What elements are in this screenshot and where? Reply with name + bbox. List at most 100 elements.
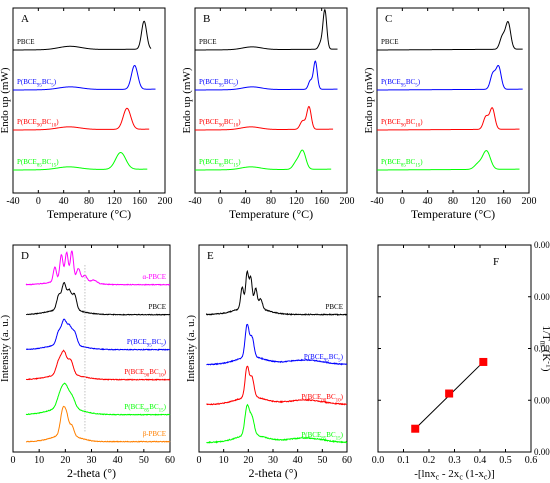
y-tick-label: 0.0024 [534, 395, 550, 405]
series-label: PBCE [17, 38, 35, 46]
panel-label: F [493, 256, 499, 268]
x-tick-label: 0 [36, 196, 41, 207]
series-line [13, 152, 148, 171]
x-tick-label: -40 [370, 196, 383, 207]
x-tick-label: 160 [314, 196, 329, 207]
panel-E: 0 10 20 30 40 50 60 PBCE P(BCE95BC5) P(BCE90BC10)… [185, 244, 352, 480]
series-line [206, 365, 348, 406]
x-tick-label: 0 [11, 455, 16, 466]
series-label: P(BCE85BC15) [381, 158, 423, 169]
x-tick-label: 10 [34, 455, 44, 466]
panel-D: 0 10 20 30 40 50 60 α-PBCE PBCE P(BCE95BC5) P(BCE9… [0, 244, 175, 480]
x-tick-label: 20 [243, 455, 253, 466]
series-line [377, 21, 523, 51]
series-line [205, 269, 347, 316]
series-label: PBCE [148, 303, 166, 311]
panel-label: B [203, 13, 210, 25]
x-tick-label: 50 [317, 455, 327, 466]
series-line [25, 349, 171, 381]
series-label: PBCE [199, 38, 217, 46]
series-label: P(BCE95BC5) [304, 353, 344, 364]
x-tick-label: 0.2 [423, 455, 436, 466]
series-label: α-PBCE [142, 273, 166, 281]
x-tick-label: 160 [132, 196, 147, 207]
x-tick-label: 80 [84, 196, 94, 207]
x-tick-label: -40 [6, 196, 19, 207]
y-axis-label: Intensity (a. u.) [0, 315, 11, 383]
y-tick-label: 0.0025 [534, 344, 550, 354]
series-line [25, 405, 171, 443]
x-tick-label: 10 [219, 455, 229, 466]
series-label: P(BCE90BC10) [124, 368, 166, 379]
plot-frame [198, 244, 348, 453]
x-tick-label: 40 [293, 455, 303, 466]
plot-frame [377, 244, 532, 453]
panel-label: A [21, 13, 29, 25]
x-tick-label: 160 [496, 196, 511, 207]
panel-label: D [21, 250, 29, 262]
x-tick-label: 0.6 [525, 455, 538, 466]
x-tick-label: 0.5 [499, 455, 512, 466]
x-tick-label: 80 [448, 196, 458, 207]
series-line [377, 150, 520, 171]
series-line [13, 64, 156, 91]
x-tick-label: 120 [471, 196, 486, 207]
series-line [195, 149, 332, 171]
x-tick-label: 0.0 [372, 455, 385, 466]
x-tick-label: 200 [158, 196, 173, 207]
x-tick-label: 60 [165, 455, 175, 466]
series-line [13, 20, 152, 51]
series-label: P(BCE90BC10) [199, 118, 241, 129]
x-tick-label: 40 [59, 196, 69, 207]
y-axis-label: Endo up (mW) [181, 67, 193, 133]
x-tick-label: 40 [241, 196, 251, 207]
y-tick-label: 0.0027 [534, 240, 550, 250]
x-axis-label: Temperature (°C) [229, 207, 313, 221]
x-axis-label: Temperature (°C) [47, 207, 131, 221]
series-line [377, 65, 523, 91]
series-line [377, 107, 520, 131]
series-label: P(BCE90BC10) [381, 118, 423, 129]
x-tick-label: 20 [60, 455, 70, 466]
x-axis-label: -[lnxc - 2xc (1-xc)] [414, 468, 495, 482]
series-label: P(BCE85BC15) [199, 158, 241, 169]
x-tick-label: 60 [342, 455, 352, 466]
x-tick-label: 0.1 [397, 455, 410, 466]
x-tick-label: 200 [522, 196, 537, 207]
x-tick-label: 30 [87, 455, 97, 466]
x-axis-label: 2-theta (°) [67, 466, 116, 480]
series-label: P(BCE95BC5) [127, 338, 167, 349]
x-tick-label: 120 [107, 196, 122, 207]
panel-B: -40 0 40 80 120 160 200 PBCE P(BCE95BC5) P(BCE90B… [181, 7, 355, 221]
series-label: P(BCE95BC5) [381, 78, 421, 89]
series-line [195, 60, 338, 91]
series-line [25, 382, 171, 416]
series-line [206, 323, 348, 366]
series-line [26, 318, 171, 351]
y-axis-label: Endo up (mW) [363, 67, 375, 133]
y-tick-label: 0.0026 [534, 292, 550, 302]
x-tick-label: 120 [289, 196, 304, 207]
panel-label: C [385, 13, 392, 25]
y-axis-label: Endo up (mW) [0, 67, 11, 133]
x-tick-label: 40 [423, 196, 433, 207]
x-tick-label: 0.3 [448, 455, 461, 466]
data-point [479, 357, 488, 366]
x-axis-label: 2-theta (°) [248, 466, 297, 480]
series-label: PBCE [325, 303, 343, 311]
x-tick-label: 0 [218, 196, 223, 207]
series-label: P(BCE95BC5) [17, 78, 57, 89]
series-label: PBCE [381, 38, 399, 46]
x-tick-label: 0 [400, 196, 405, 207]
y-axis-label: 1/Tm (K-1) [539, 325, 550, 371]
series-line [206, 403, 348, 444]
series-label: P(BCE90BC10) [17, 118, 59, 129]
series-line [13, 107, 150, 131]
y-axis-label: Intensity (a. u.) [185, 315, 197, 383]
data-point [411, 424, 420, 433]
panel-label: E [207, 250, 214, 262]
x-tick-label: 0 [197, 455, 202, 466]
x-axis-label: Temperature (°C) [411, 207, 495, 221]
x-tick-label: 50 [139, 455, 149, 466]
